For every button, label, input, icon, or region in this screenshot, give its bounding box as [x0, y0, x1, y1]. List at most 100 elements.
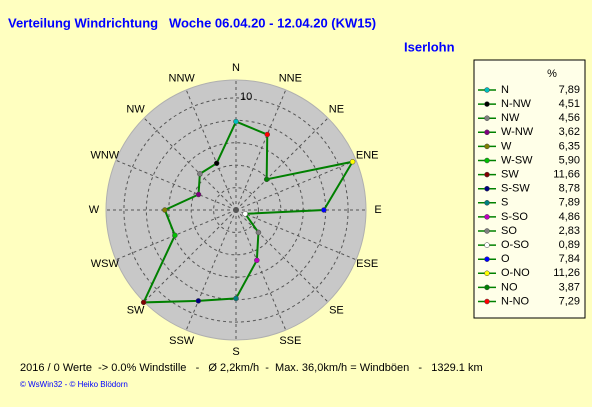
legend-value: 11,26 [553, 267, 580, 279]
legend-value: 4,86 [559, 211, 580, 223]
legend-value: 4,51 [559, 98, 580, 110]
spoke [185, 89, 237, 211]
grid-ring [123, 97, 349, 323]
legend-marker [484, 242, 490, 248]
spoke [115, 209, 237, 261]
spoke [235, 209, 287, 331]
legend-label: S-SO [501, 211, 528, 223]
direction-label: SSE [279, 335, 301, 347]
legend-label: W-SW [501, 154, 533, 166]
point [172, 232, 178, 239]
legend-label: NW [501, 112, 520, 124]
direction-label: ESE [356, 258, 378, 270]
legend-marker [484, 256, 490, 262]
spoke [235, 117, 329, 211]
grid-ring [213, 187, 259, 233]
spoke [235, 209, 329, 303]
point [213, 160, 220, 167]
direction-label: W [89, 204, 100, 216]
spoke [143, 117, 237, 211]
legend-label: S-SW [501, 183, 530, 195]
legend-marker [484, 171, 490, 178]
legend-marker [484, 185, 490, 192]
legend-value: 4,56 [559, 112, 580, 124]
legend-label: N-NO [501, 295, 530, 307]
point [254, 257, 260, 264]
legend-marker [484, 200, 490, 206]
legend-marker [484, 298, 490, 305]
legend-label: W [501, 140, 512, 152]
legend-value: 7,89 [559, 197, 580, 209]
point [162, 207, 168, 213]
direction-label: E [374, 204, 381, 216]
legend-marker [484, 284, 490, 291]
direction-label: WNW [90, 150, 119, 162]
credit: © WsWin32 - © Heiko Blödorn [20, 380, 128, 389]
legend-value: 7,84 [559, 253, 580, 265]
legend-label: NO [501, 281, 518, 293]
direction-label: N [232, 62, 240, 74]
spoke [235, 89, 287, 211]
point [349, 158, 356, 165]
legend-value: 7,29 [559, 295, 580, 307]
legend-label: N [501, 84, 509, 96]
legend-marker [484, 228, 490, 234]
legend-marker [484, 143, 490, 150]
spoke [143, 209, 237, 303]
direction-label: ENE [356, 150, 379, 162]
direction-label: NNW [169, 73, 196, 85]
r-tick-label: 10 [240, 91, 252, 103]
direction-label: NW [126, 103, 145, 115]
point [233, 295, 239, 302]
point [263, 176, 270, 183]
legend-value: 6,35 [559, 140, 580, 152]
legend-marker [484, 87, 490, 93]
point [195, 298, 202, 304]
legend-label: SW [501, 169, 519, 181]
location: Iserlohn [404, 39, 455, 54]
legend-value: 2,83 [559, 225, 580, 237]
legend-value: 5,90 [559, 154, 580, 166]
legend-value: 3,87 [559, 281, 580, 293]
legend-marker [484, 129, 490, 136]
direction-label: S [232, 346, 239, 358]
legend-value: 8,78 [559, 183, 580, 195]
legend-label: SO [501, 225, 517, 237]
legend-label: W-NW [501, 126, 534, 138]
point [197, 171, 203, 177]
point [242, 211, 248, 217]
spoke [235, 159, 357, 211]
point [233, 118, 239, 125]
point [321, 207, 327, 213]
legend-marker [484, 214, 490, 220]
legend-label: O-SO [501, 239, 530, 251]
legend-label: O [501, 253, 510, 265]
direction-label: WSW [91, 258, 120, 270]
point [140, 299, 147, 306]
legend-label: O-NO [501, 267, 530, 279]
direction-label: NNE [279, 73, 302, 85]
direction-label: SE [329, 304, 344, 316]
spoke [185, 209, 237, 331]
direction-label: NE [329, 103, 344, 115]
legend-header: % [547, 68, 557, 80]
legend-marker [484, 157, 490, 164]
legend-marker [484, 101, 490, 107]
footer: 2016 / 0 Werte -> 0.0% Windstille - Ø 2,… [20, 362, 483, 374]
spoke [235, 209, 357, 261]
chart-title: Verteilung Windrichtung Woche 06.04.20 -… [8, 15, 376, 30]
legend-marker [484, 115, 490, 121]
legend-value: 7,89 [559, 84, 580, 96]
point [264, 131, 271, 138]
legend-label: N-NW [501, 98, 532, 110]
direction-label: SSW [169, 335, 195, 347]
legend-value: 11,66 [553, 169, 580, 181]
legend-label: S [501, 197, 508, 209]
direction-label: SW [127, 304, 145, 316]
point [255, 229, 262, 236]
point [195, 191, 202, 198]
spoke [115, 159, 237, 211]
legend-value: 3,62 [559, 126, 580, 138]
legend-marker [484, 270, 490, 277]
